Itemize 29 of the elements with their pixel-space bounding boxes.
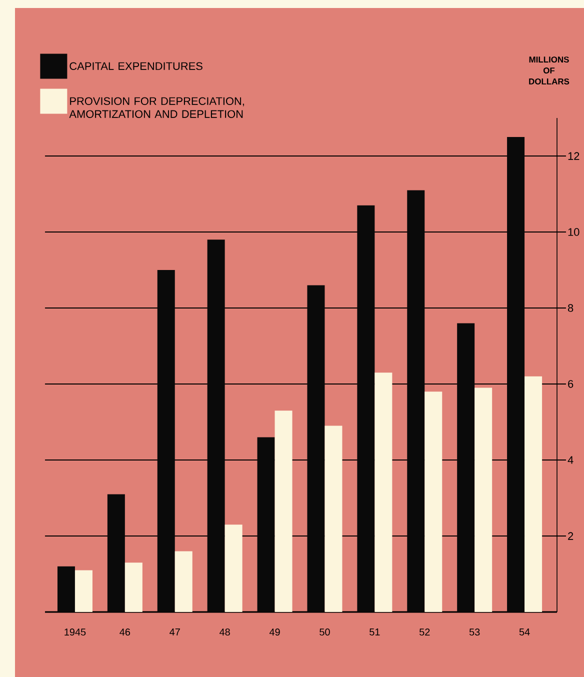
y-tick-label: 4	[568, 456, 574, 464]
bar	[274, 410, 292, 612]
y-tick-label: 10	[568, 228, 580, 236]
bar	[224, 524, 242, 612]
bar	[74, 570, 92, 612]
bar	[374, 372, 392, 612]
y-tick-label: 2	[568, 532, 574, 540]
x-tick-label: 46	[120, 628, 130, 636]
x-tick-label: 54	[519, 628, 530, 636]
bar	[174, 551, 192, 612]
x-tick-label: 52	[420, 628, 430, 636]
bar	[424, 392, 442, 612]
y-axis-title: MILLIONS OF DOLLARS	[529, 56, 570, 84]
y-tick-label: 8	[568, 304, 574, 312]
x-tick-label: 50	[320, 628, 330, 636]
legend-label: CAPITAL EXPENDITURES	[70, 62, 202, 70]
bar	[324, 426, 342, 612]
x-tick-label: 53	[469, 628, 480, 636]
bar	[124, 562, 142, 612]
legend-label: PROVISION FOR DEPRECIATION, AMORTIZATION AND DEPLETION	[69, 97, 244, 118]
x-tick-label: 49	[269, 628, 280, 636]
x-tick-label: 51	[370, 628, 380, 636]
bar	[474, 388, 492, 612]
x-tick-label: 1945	[64, 628, 86, 636]
y-tick-label: 12	[568, 152, 580, 160]
x-tick-label: 48	[220, 628, 230, 636]
bar	[524, 376, 542, 612]
y-tick-label: 6	[568, 380, 574, 388]
x-tick-label: 47	[170, 628, 180, 636]
